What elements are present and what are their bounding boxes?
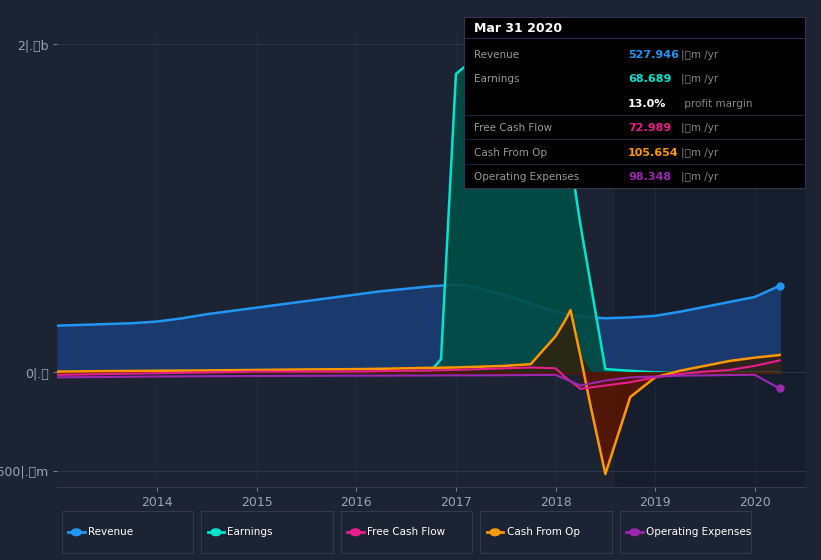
Text: profit margin: profit margin [681, 99, 753, 109]
Text: Revenue: Revenue [474, 50, 519, 60]
Text: 105.654: 105.654 [628, 148, 679, 157]
Text: |ปm /yr: |ปm /yr [681, 74, 718, 85]
Text: 13.0%: 13.0% [628, 99, 667, 109]
Text: Operating Expenses: Operating Expenses [474, 172, 579, 182]
Text: Cash From Op: Cash From Op [507, 528, 580, 537]
Text: 68.689: 68.689 [628, 74, 672, 84]
Text: Earnings: Earnings [474, 74, 519, 84]
Bar [615, 28, 805, 487]
Text: 72.989: 72.989 [628, 123, 672, 133]
Text: |ปm /yr: |ปm /yr [681, 123, 718, 133]
Text: Mar 31 2020: Mar 31 2020 [474, 22, 562, 35]
Text: Earnings: Earnings [227, 528, 273, 537]
Text: 527.946: 527.946 [628, 50, 679, 60]
Text: Operating Expenses: Operating Expenses [646, 528, 751, 537]
Text: Cash From Op: Cash From Op [474, 148, 547, 157]
Text: Revenue: Revenue [88, 528, 133, 537]
Text: Free Cash Flow: Free Cash Flow [367, 528, 445, 537]
Text: |ปm /yr: |ปm /yr [681, 172, 718, 183]
Text: Free Cash Flow: Free Cash Flow [474, 123, 552, 133]
Text: 98.348: 98.348 [628, 172, 672, 182]
Text: |ปm /yr: |ปm /yr [681, 147, 718, 158]
Text: |ปm /yr: |ปm /yr [681, 49, 718, 60]
